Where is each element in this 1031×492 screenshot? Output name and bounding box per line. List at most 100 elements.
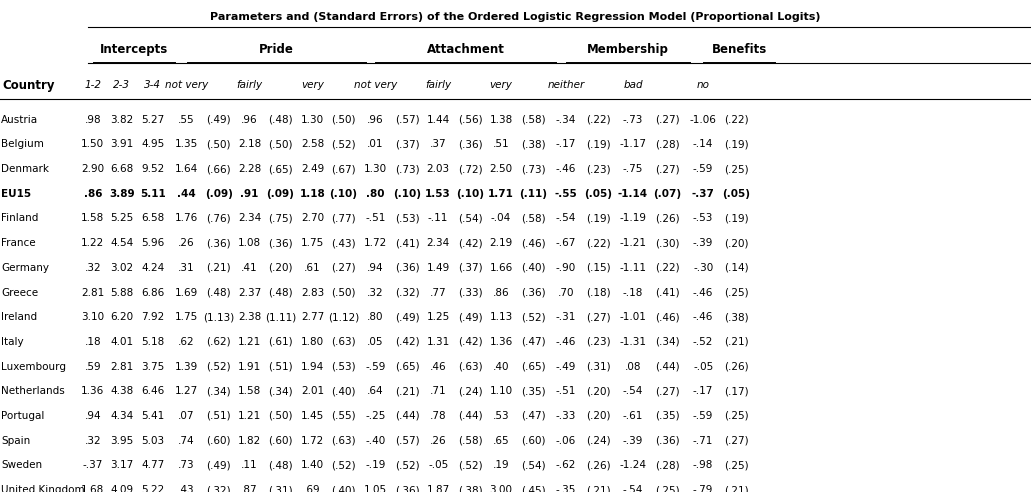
Text: (.07): (.07) [653, 189, 681, 199]
Text: -1.17: -1.17 [620, 139, 646, 150]
Text: 1.71: 1.71 [488, 189, 514, 199]
Text: Luxembourg: Luxembourg [1, 362, 66, 371]
Text: (.28): (.28) [655, 139, 679, 150]
Text: (.58): (.58) [521, 115, 545, 124]
Text: (.58): (.58) [458, 436, 483, 446]
Text: -.61: -.61 [623, 411, 643, 421]
Text: 3.10: 3.10 [81, 312, 104, 322]
Text: (.57): (.57) [395, 436, 420, 446]
Text: 1.31: 1.31 [427, 337, 450, 347]
Text: .80: .80 [366, 189, 385, 199]
Text: (.22): (.22) [586, 115, 610, 124]
Text: (.38): (.38) [724, 312, 749, 322]
Text: 4.34: 4.34 [110, 411, 133, 421]
Text: .18: .18 [85, 337, 101, 347]
Text: (.36): (.36) [458, 139, 483, 150]
Text: 5.41: 5.41 [141, 411, 164, 421]
Text: (.27): (.27) [331, 263, 356, 273]
Text: (.36): (.36) [206, 238, 231, 248]
Text: United Kingdom: United Kingdom [1, 485, 85, 492]
Text: (.41): (.41) [655, 287, 679, 298]
Text: (.36): (.36) [521, 287, 545, 298]
Text: -.14: -.14 [693, 139, 713, 150]
Text: (.34): (.34) [268, 386, 293, 396]
Text: 6.58: 6.58 [141, 214, 164, 223]
Text: (.26): (.26) [586, 461, 610, 470]
Text: .62: .62 [178, 337, 195, 347]
Text: (.18): (.18) [586, 287, 610, 298]
Text: (.36): (.36) [655, 436, 679, 446]
Text: (.15): (.15) [586, 263, 610, 273]
Text: -.46: -.46 [693, 287, 713, 298]
Text: .07: .07 [178, 411, 195, 421]
Text: (.24): (.24) [586, 436, 610, 446]
Text: .40: .40 [493, 362, 509, 371]
Text: (.53): (.53) [331, 362, 356, 371]
Text: (.21): (.21) [724, 337, 749, 347]
Text: 4.95: 4.95 [141, 139, 164, 150]
Text: 3.82: 3.82 [110, 115, 133, 124]
Text: (.73): (.73) [521, 164, 545, 174]
Text: -.11: -.11 [428, 214, 448, 223]
Text: (.20): (.20) [268, 263, 293, 273]
Text: 4.24: 4.24 [141, 263, 164, 273]
Text: (.21): (.21) [586, 485, 610, 492]
Text: (.76): (.76) [206, 214, 231, 223]
Text: (.19): (.19) [586, 214, 610, 223]
Text: -.55: -.55 [555, 189, 577, 199]
Text: 2.49: 2.49 [301, 164, 324, 174]
Text: 3.02: 3.02 [110, 263, 133, 273]
Text: -.39: -.39 [693, 238, 713, 248]
Text: -.67: -.67 [556, 238, 576, 248]
Text: -.46: -.46 [556, 337, 576, 347]
Text: -.37: -.37 [82, 461, 103, 470]
Text: 1.91: 1.91 [238, 362, 261, 371]
Text: 1.35: 1.35 [175, 139, 198, 150]
Text: 1.72: 1.72 [364, 238, 387, 248]
Text: EU15: EU15 [1, 189, 31, 199]
Text: -.90: -.90 [556, 263, 576, 273]
Text: 2.81: 2.81 [81, 287, 104, 298]
Text: 6.46: 6.46 [141, 386, 164, 396]
Text: .64: .64 [367, 386, 384, 396]
Text: .71: .71 [430, 386, 446, 396]
Text: (.52): (.52) [331, 461, 356, 470]
Text: (.45): (.45) [521, 485, 545, 492]
Text: -.40: -.40 [365, 436, 386, 446]
Text: -.31: -.31 [556, 312, 576, 322]
Text: 6.20: 6.20 [110, 312, 133, 322]
Text: -.79: -.79 [693, 485, 713, 492]
Text: 1.30: 1.30 [364, 164, 387, 174]
Text: .08: .08 [625, 362, 641, 371]
Text: .11: .11 [241, 461, 258, 470]
Text: -.05: -.05 [693, 362, 713, 371]
Text: (.53): (.53) [395, 214, 420, 223]
Text: -.59: -.59 [693, 411, 713, 421]
Text: (.26): (.26) [724, 362, 749, 371]
Text: .96: .96 [241, 115, 258, 124]
Text: .59: .59 [85, 362, 101, 371]
Text: (.34): (.34) [655, 337, 679, 347]
Text: .87: .87 [241, 485, 258, 492]
Text: -.46: -.46 [693, 312, 713, 322]
Text: .74: .74 [178, 436, 195, 446]
Text: -1.01: -1.01 [620, 312, 646, 322]
Text: (.05): (.05) [584, 189, 612, 199]
Text: 3-4: 3-4 [144, 81, 161, 91]
Text: 5.25: 5.25 [110, 214, 133, 223]
Text: .98: .98 [85, 115, 101, 124]
Text: 2.83: 2.83 [301, 287, 324, 298]
Text: 1.58: 1.58 [81, 214, 104, 223]
Text: .01: .01 [367, 139, 384, 150]
Text: (.60): (.60) [521, 436, 545, 446]
Text: (.48): (.48) [268, 461, 293, 470]
Text: (.27): (.27) [655, 164, 679, 174]
Text: Austria: Austria [1, 115, 38, 124]
Text: (.56): (.56) [458, 115, 483, 124]
Text: fairly: fairly [425, 81, 452, 91]
Text: (.27): (.27) [655, 115, 679, 124]
Text: (.61): (.61) [268, 337, 293, 347]
Text: (.47): (.47) [521, 411, 545, 421]
Text: -1.24: -1.24 [620, 461, 646, 470]
Text: (.25): (.25) [724, 164, 749, 174]
